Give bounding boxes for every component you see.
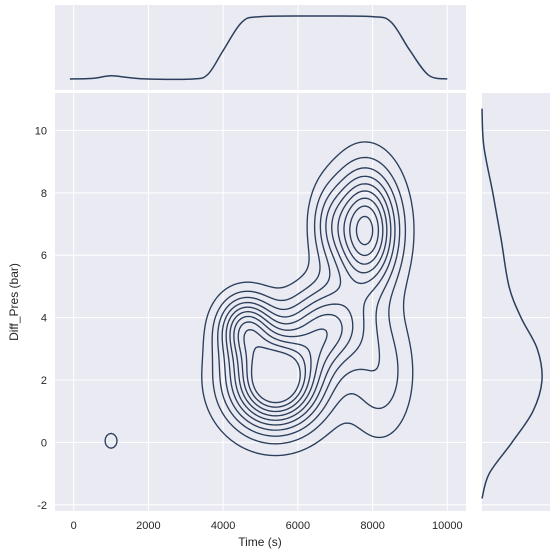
top-marginal-density-curve <box>69 15 448 81</box>
contour-level-line <box>237 205 380 413</box>
y-tick-label: 8 <box>41 188 47 200</box>
contour-level-line <box>221 175 396 431</box>
x-tick-label: 10000 <box>432 520 463 532</box>
x-tick-label: 8000 <box>360 520 384 532</box>
contour-level-line <box>250 346 301 404</box>
contour-level-line <box>233 197 384 417</box>
joint-density-contours <box>104 141 415 457</box>
y-tick-label: 0 <box>41 437 47 449</box>
right-marginal-panel <box>482 93 550 511</box>
y-tick-label: 10 <box>35 125 47 137</box>
y-axis-label: Diff_Pres (bar) <box>7 263 21 341</box>
right-marginal-density-curve <box>481 108 543 499</box>
x-axis-label: Time (s) <box>238 535 282 549</box>
contour-level-line <box>211 156 407 445</box>
y-tick-label: 4 <box>41 313 47 325</box>
contour-level-line <box>217 167 401 437</box>
contour-level-line <box>243 215 374 408</box>
y-tick-label: -2 <box>37 500 47 512</box>
x-tick-label: 0 <box>71 520 77 532</box>
contour-level-line <box>229 190 388 421</box>
x-tick-label: 6000 <box>286 520 310 532</box>
x-tick-label: 4000 <box>211 520 235 532</box>
top-marginal-panel <box>55 5 466 90</box>
x-tick-label: 2000 <box>136 520 160 532</box>
contour-level-line <box>225 183 392 426</box>
contour-level-line <box>104 141 415 457</box>
y-tick-label: 6 <box>41 250 47 262</box>
y-tick-label: 2 <box>41 375 47 387</box>
